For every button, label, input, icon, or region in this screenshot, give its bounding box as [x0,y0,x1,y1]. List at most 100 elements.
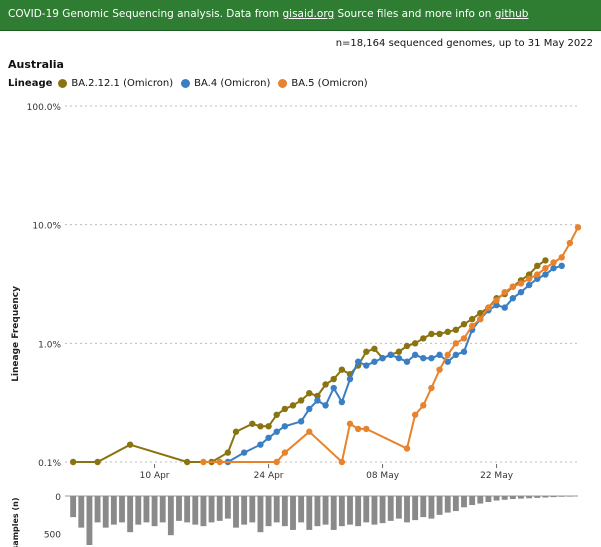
sample-bar[interactable] [371,496,378,525]
data-point[interactable] [452,326,460,334]
sample-bar[interactable] [412,496,419,521]
sample-bar[interactable] [167,496,174,536]
data-point[interactable] [550,259,557,266]
data-point[interactable] [420,402,427,409]
data-point[interactable] [126,441,134,448]
sample-bar[interactable] [290,496,296,530]
sample-bar[interactable] [110,496,117,525]
sample-bar[interactable] [509,496,516,500]
data-point[interactable] [542,264,549,272]
sample-bar[interactable] [355,496,362,527]
sample-bar[interactable] [330,496,337,530]
sample-bar[interactable] [273,496,280,523]
data-point[interactable] [240,449,248,456]
data-point[interactable] [403,445,411,452]
data-point[interactable] [436,351,443,359]
sample-bar[interactable] [387,496,394,521]
data-point[interactable] [69,458,77,466]
sample-bar[interactable] [322,496,329,525]
data-point[interactable] [338,366,346,373]
data-point[interactable] [403,342,411,350]
data-point[interactable] [306,405,313,413]
data-point[interactable] [493,301,500,309]
data-point[interactable] [224,449,232,456]
data-point[interactable] [411,411,419,418]
data-point[interactable] [257,441,264,448]
data-point[interactable] [94,458,101,466]
sample-bar[interactable] [469,496,476,506]
sample-bar[interactable] [184,496,191,523]
data-point[interactable] [477,315,484,323]
data-point[interactable] [411,340,419,347]
data-point[interactable] [281,449,289,456]
data-point[interactable] [183,458,191,466]
data-point[interactable] [460,320,468,328]
sample-bar[interactable] [94,496,101,523]
data-point[interactable] [534,271,541,278]
data-point[interactable] [330,375,337,383]
data-point[interactable] [346,375,354,383]
data-point[interactable] [273,411,280,418]
sample-bar[interactable] [501,496,508,500]
data-point[interactable] [468,315,476,323]
sample-bar[interactable] [281,496,288,527]
data-point[interactable] [265,423,272,430]
sample-bar[interactable] [249,496,256,523]
data-point[interactable] [363,348,370,355]
sample-bar[interactable] [216,496,223,521]
sample-bar[interactable] [208,496,215,523]
data-point[interactable] [297,397,305,404]
sample-bar[interactable] [306,496,313,530]
data-point[interactable] [493,297,500,304]
gisaid-link[interactable]: gisaid.org [282,8,335,20]
sample-bar[interactable] [444,496,451,513]
sample-bar[interactable] [200,496,207,527]
data-point[interactable] [395,354,403,362]
data-point[interactable] [517,280,525,287]
sample-bar[interactable] [363,496,370,523]
data-point[interactable] [354,358,362,365]
data-point[interactable] [289,402,297,409]
sample-bar[interactable] [404,496,410,523]
data-point[interactable] [444,351,451,359]
data-point[interactable] [371,358,378,365]
data-point[interactable] [297,418,305,425]
data-point[interactable] [363,425,370,433]
sample-bar[interactable] [347,496,353,525]
data-point[interactable] [379,354,386,362]
sample-bar[interactable] [420,496,427,518]
data-point[interactable] [306,389,313,397]
data-point[interactable] [452,340,460,347]
data-point[interactable] [558,254,565,261]
sample-bar[interactable] [452,496,459,512]
sample-bar[interactable] [436,496,443,515]
sample-bar[interactable] [379,496,386,524]
data-point[interactable] [517,288,525,296]
data-point[interactable] [468,322,476,330]
data-point[interactable] [338,458,346,466]
data-point[interactable] [574,224,582,231]
data-point[interactable] [273,428,280,435]
data-point[interactable] [525,281,533,289]
data-point[interactable] [420,354,427,362]
data-point[interactable] [444,328,451,336]
sample-bar[interactable] [485,496,492,503]
data-point[interactable] [566,239,574,247]
data-point[interactable] [542,271,549,278]
sample-bar[interactable] [176,496,182,521]
github-link[interactable]: github [494,8,529,20]
sample-bar[interactable] [119,496,125,523]
data-point[interactable] [420,335,427,342]
data-point[interactable] [428,330,435,338]
data-point[interactable] [509,295,517,302]
legend-item-3[interactable]: BA.5 (Omicron) [278,78,368,89]
sample-bar[interactable] [241,496,248,525]
data-point[interactable] [395,348,403,355]
sample-bar[interactable] [461,496,467,508]
data-point[interactable] [322,381,329,388]
data-point[interactable] [346,420,354,427]
data-point[interactable] [216,458,223,466]
data-point[interactable] [232,428,240,435]
sample-bar[interactable] [314,496,321,527]
data-point[interactable] [501,304,508,311]
